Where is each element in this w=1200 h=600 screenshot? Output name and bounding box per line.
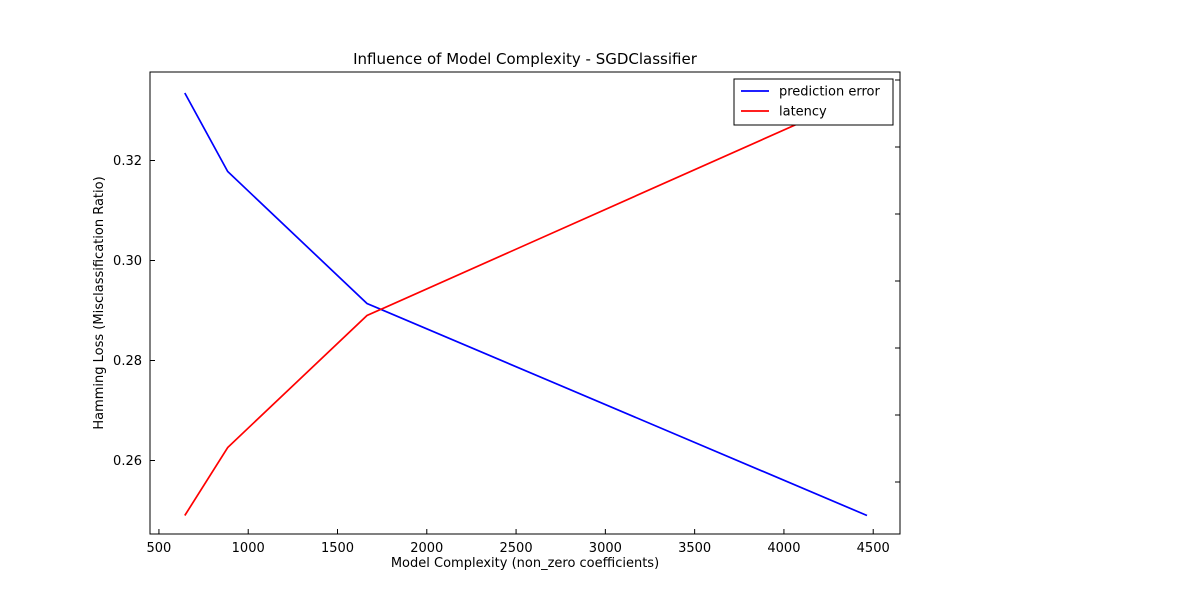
right-y-axis xyxy=(895,79,900,483)
x-axis: 500 1000 1500 2000 2500 3000 3500 4000 4500 xyxy=(147,529,890,556)
x-tick-label: 3500 xyxy=(678,541,711,556)
x-tick-label: 500 xyxy=(147,541,172,556)
y-tick-label: 0.28 xyxy=(113,354,142,369)
x-tick-label: 1000 xyxy=(232,541,265,556)
x-tick-label: 2500 xyxy=(500,541,533,556)
legend: prediction error latency xyxy=(733,78,894,126)
x-axis-title: Model Complexity (non_zero coefficients) xyxy=(391,556,659,571)
legend-label: prediction error xyxy=(779,85,880,100)
x-tick-label: 3000 xyxy=(589,541,622,556)
x-tick-label: 2000 xyxy=(410,541,443,556)
y-axis-title: Hamming Loss (Misclassification Ratio) xyxy=(92,176,107,429)
y-tick-label: 0.30 xyxy=(113,254,142,269)
legend-label: latency xyxy=(779,105,827,120)
y-tick-label: 0.26 xyxy=(113,454,142,469)
plot-frame xyxy=(149,71,901,535)
series-line-0 xyxy=(184,92,868,517)
chart-title: Influence of Model Complexity - SGDClass… xyxy=(353,50,698,68)
x-tick-label: 4500 xyxy=(857,541,890,556)
legend-box xyxy=(733,78,894,126)
series-line-1 xyxy=(184,92,868,516)
series-lines xyxy=(184,92,868,517)
x-tick-label: 4000 xyxy=(767,541,800,556)
y-tick-label: 0.32 xyxy=(113,154,142,169)
y-axis: 0.26 0.28 0.30 0.32 xyxy=(113,154,155,469)
x-tick-label: 1500 xyxy=(321,541,354,556)
